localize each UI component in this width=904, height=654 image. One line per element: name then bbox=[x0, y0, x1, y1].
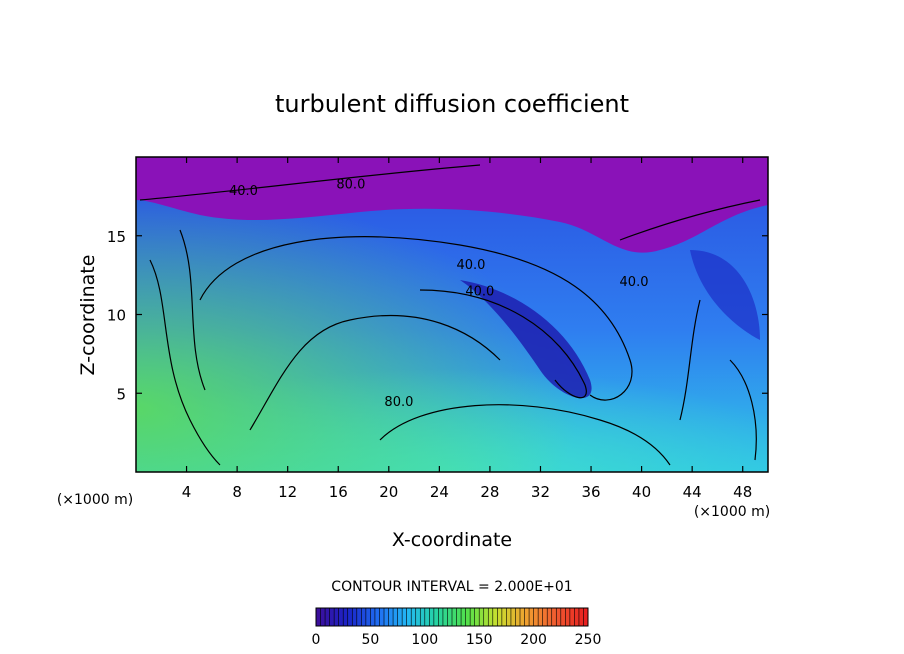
x-tick-label: 44 bbox=[683, 483, 702, 501]
x-tick-label: 24 bbox=[430, 483, 449, 501]
colorbar-swatch bbox=[479, 608, 485, 626]
colorbar-swatch bbox=[406, 608, 412, 626]
upper-region bbox=[136, 157, 768, 253]
colorbar-tick-label: 0 bbox=[312, 632, 321, 648]
colorbar-tick-label: 50 bbox=[361, 632, 379, 648]
x-tick-label: 32 bbox=[531, 483, 550, 501]
colorbar-swatch bbox=[325, 608, 331, 626]
colorbar-tick-label: 250 bbox=[575, 632, 602, 648]
colorbar-swatch bbox=[411, 608, 417, 626]
colorbar-swatch bbox=[420, 608, 426, 626]
colorbar-swatch bbox=[574, 608, 580, 626]
colorbar-swatch bbox=[520, 608, 526, 626]
x-tick-label: 12 bbox=[278, 483, 297, 501]
x-tick-label: 40 bbox=[632, 483, 651, 501]
colorbar bbox=[315, 607, 589, 627]
colorbar-swatch bbox=[447, 608, 453, 626]
colorbar-swatch bbox=[456, 608, 462, 626]
colorbar-swatch bbox=[374, 608, 380, 626]
y-axis-label: Z-coordinate bbox=[77, 255, 99, 376]
contour-label: 40.0 bbox=[620, 275, 649, 290]
colorbar-swatch bbox=[365, 608, 371, 626]
colorbar-swatch bbox=[316, 608, 322, 626]
x-tick-label: 36 bbox=[581, 483, 600, 501]
colorbar-swatch bbox=[551, 608, 557, 626]
contour-label: 80.0 bbox=[384, 395, 413, 410]
colorbar-swatch bbox=[429, 608, 435, 626]
colorbar-swatch bbox=[578, 608, 584, 626]
chart-title: turbulent diffusion coefficient bbox=[275, 90, 629, 118]
colorbar-swatch bbox=[393, 608, 399, 626]
colorbar-swatch bbox=[547, 608, 553, 626]
contour-label: 80.0 bbox=[336, 178, 365, 193]
colorbar-swatch bbox=[334, 608, 340, 626]
x-unit-right: (×1000 m) bbox=[694, 504, 770, 520]
y-tick-label: 5 bbox=[116, 385, 126, 403]
x-tick-label: 8 bbox=[232, 483, 242, 501]
colorbar-swatch bbox=[361, 608, 367, 626]
colorbar-swatch bbox=[384, 608, 390, 626]
colorbar-swatch bbox=[343, 608, 349, 626]
colorbar-swatch bbox=[556, 608, 562, 626]
colorbar-swatch bbox=[524, 608, 530, 626]
colorbar-swatch bbox=[515, 608, 521, 626]
x-tick-label: 28 bbox=[480, 483, 499, 501]
colorbar-swatch bbox=[388, 608, 394, 626]
x-tick-label: 16 bbox=[329, 483, 348, 501]
colorbar-swatch bbox=[352, 608, 358, 626]
colorbar-swatch bbox=[483, 608, 489, 626]
colorbar-tick-label: 200 bbox=[520, 632, 547, 648]
colorbar-swatch bbox=[533, 608, 539, 626]
colorbar-swatch bbox=[329, 608, 335, 626]
colorbar-swatch bbox=[565, 608, 571, 626]
colorbar-swatch bbox=[438, 608, 444, 626]
colorbar-swatch bbox=[529, 608, 535, 626]
colorbar-swatch bbox=[501, 608, 507, 626]
colorbar-swatch bbox=[356, 608, 362, 626]
contour-label: 40.0 bbox=[465, 285, 494, 300]
colorbar-swatch bbox=[569, 608, 575, 626]
colorbar-swatch bbox=[338, 608, 344, 626]
x-tick-label: 4 bbox=[182, 483, 192, 501]
colorbar-swatch bbox=[370, 608, 376, 626]
x-tick-label: 20 bbox=[379, 483, 398, 501]
colorbar-swatch bbox=[461, 608, 467, 626]
colorbar-swatch bbox=[542, 608, 548, 626]
colorbar-swatch bbox=[506, 608, 512, 626]
colorbar-swatch bbox=[497, 608, 503, 626]
colorbar-swatch bbox=[379, 608, 385, 626]
colorbar-swatch bbox=[488, 608, 494, 626]
colorbar-swatch bbox=[402, 608, 408, 626]
colorbar-swatch bbox=[492, 608, 498, 626]
colorbar-swatch bbox=[320, 608, 326, 626]
colorbar-swatch bbox=[470, 608, 476, 626]
contour-interval: CONTOUR INTERVAL = 2.000E+01 bbox=[331, 579, 572, 595]
x-unit-left: (×1000 m) bbox=[57, 492, 133, 508]
colorbar-swatch bbox=[424, 608, 430, 626]
colorbar-swatch bbox=[510, 608, 516, 626]
colorbar-swatch bbox=[415, 608, 421, 626]
colorbar-swatch bbox=[397, 608, 403, 626]
colorbar-swatch bbox=[583, 608, 589, 626]
x-tick-label: 48 bbox=[733, 483, 752, 501]
colorbar-swatch bbox=[538, 608, 544, 626]
contour-label: 40.0 bbox=[229, 184, 258, 199]
x-axis-label: X-coordinate bbox=[392, 529, 512, 551]
contour-label: 40.0 bbox=[456, 258, 485, 273]
colorbar-tick-label: 100 bbox=[411, 632, 438, 648]
colorbar-swatch bbox=[474, 608, 480, 626]
colorbar-swatch bbox=[560, 608, 566, 626]
colorbar-swatch bbox=[347, 608, 353, 626]
colorbar-tick-label: 150 bbox=[466, 632, 493, 648]
colorbar-swatch bbox=[433, 608, 439, 626]
colorbar-swatch bbox=[452, 608, 458, 626]
y-tick-label: 10 bbox=[107, 307, 126, 325]
y-tick-label: 15 bbox=[107, 228, 126, 246]
colorbar-swatch bbox=[465, 608, 471, 626]
heatmap-field: 40.0 40.0 40.0 80.0 40.0 80.0 bbox=[136, 157, 768, 472]
colorbar-swatch bbox=[442, 608, 448, 626]
